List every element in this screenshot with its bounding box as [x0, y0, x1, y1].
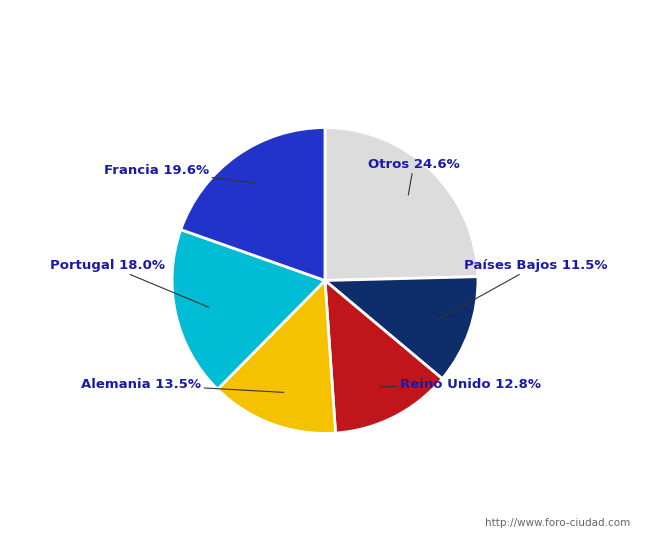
Wedge shape: [325, 277, 478, 379]
Text: Reino Unido 12.8%: Reino Unido 12.8%: [379, 378, 541, 391]
Wedge shape: [325, 128, 478, 280]
Text: Francia 19.6%: Francia 19.6%: [104, 164, 256, 183]
Text: http://www.foro-ciudad.com: http://www.foro-ciudad.com: [486, 518, 630, 528]
Text: Santa Marta de Tormes - Turistas extranjeros según país - Abril de 2024: Santa Marta de Tormes - Turistas extranj…: [62, 14, 588, 31]
Text: Otros 24.6%: Otros 24.6%: [368, 158, 460, 195]
Wedge shape: [218, 280, 335, 433]
Text: Alemania 13.5%: Alemania 13.5%: [81, 378, 283, 392]
Wedge shape: [325, 280, 442, 433]
Wedge shape: [181, 128, 325, 280]
Text: Países Bajos 11.5%: Países Bajos 11.5%: [437, 258, 608, 320]
Text: Portugal 18.0%: Portugal 18.0%: [50, 258, 209, 307]
Wedge shape: [172, 229, 325, 389]
